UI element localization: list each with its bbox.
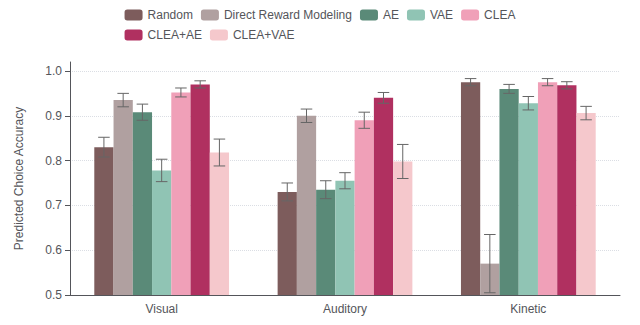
svg-text:0.8: 0.8 [45,154,62,168]
svg-text:0.9: 0.9 [45,109,62,123]
svg-text:Direct Reward Modeling: Direct Reward Modeling [224,8,352,22]
svg-text:AE: AE [383,8,399,22]
svg-text:0.7: 0.7 [45,198,62,212]
svg-text:0.6: 0.6 [45,243,62,257]
svg-text:Visual: Visual [145,302,177,316]
svg-text:Auditory: Auditory [323,302,367,316]
svg-text:CLEA+AE: CLEA+AE [148,28,202,42]
svg-text:Predicted Choice Accuracy: Predicted Choice Accuracy [12,107,26,250]
svg-text:Kinetic: Kinetic [510,302,546,316]
svg-text:CLEA: CLEA [484,8,515,22]
svg-text:1.0: 1.0 [45,64,62,78]
svg-text:Random: Random [148,8,193,22]
svg-text:0.5: 0.5 [45,288,62,302]
svg-text:VAE: VAE [430,8,453,22]
svg-text:CLEA+VAE: CLEA+VAE [233,28,294,42]
